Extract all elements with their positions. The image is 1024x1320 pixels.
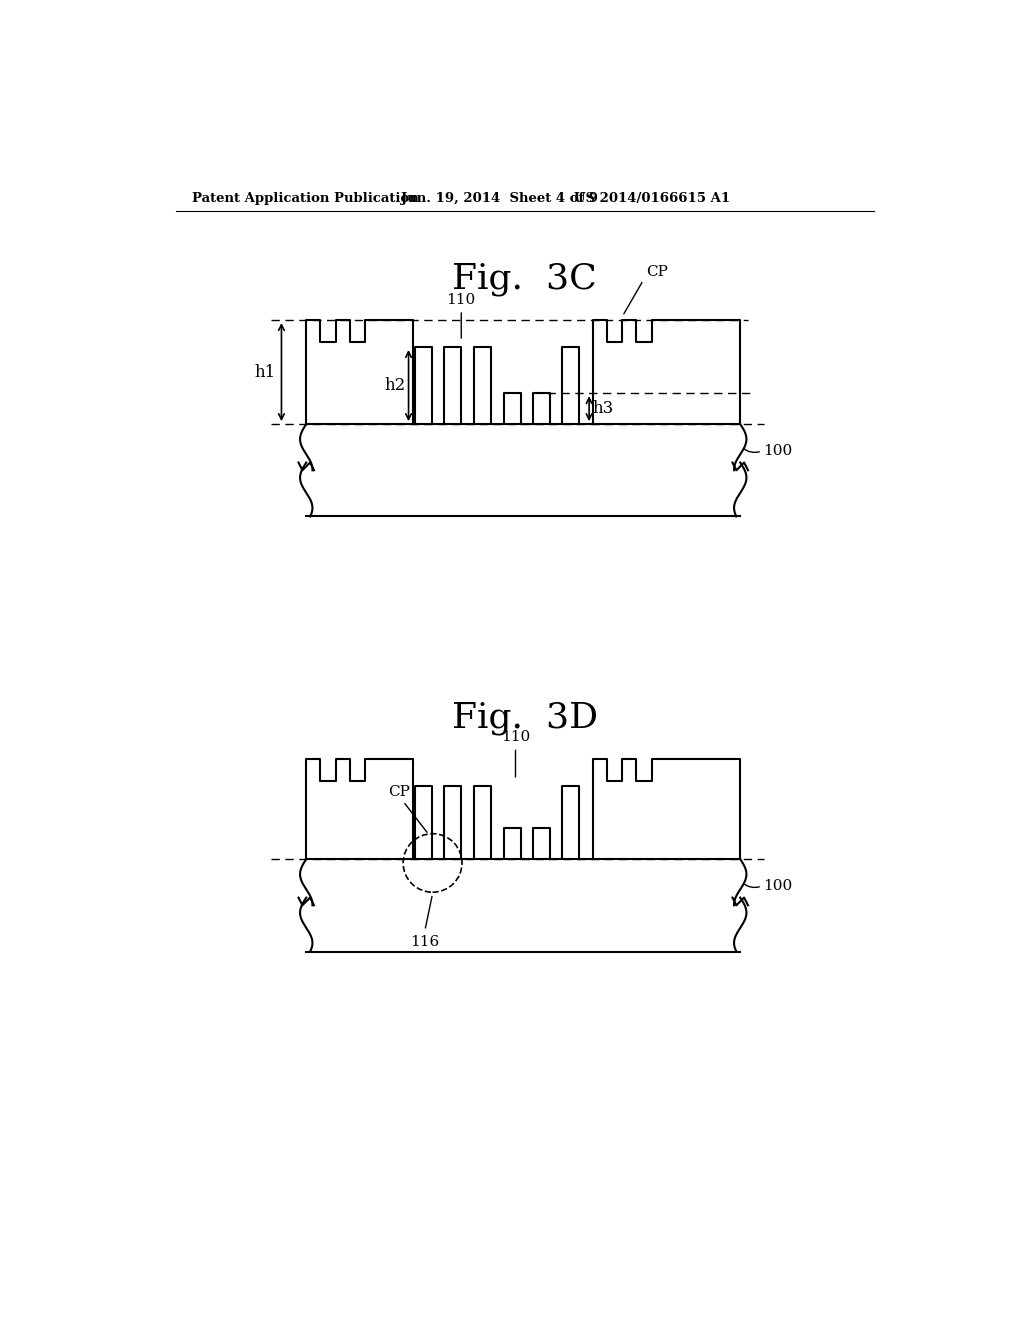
Text: 116: 116 — [411, 935, 439, 949]
Text: CP: CP — [388, 785, 411, 799]
Text: h1: h1 — [254, 363, 275, 380]
Text: 110: 110 — [501, 730, 530, 744]
Text: 100: 100 — [764, 879, 793, 894]
Text: 110: 110 — [446, 293, 476, 308]
Text: US 2014/0166615 A1: US 2014/0166615 A1 — [573, 191, 730, 205]
Text: Fig.  3D: Fig. 3D — [452, 701, 598, 735]
Text: Fig.  3C: Fig. 3C — [453, 263, 597, 297]
Text: Patent Application Publication: Patent Application Publication — [191, 191, 418, 205]
Text: Jun. 19, 2014  Sheet 4 of 9: Jun. 19, 2014 Sheet 4 of 9 — [400, 191, 598, 205]
Text: h2: h2 — [384, 378, 406, 395]
Text: h3: h3 — [592, 400, 613, 417]
Text: CP: CP — [646, 264, 668, 279]
Text: 100: 100 — [764, 444, 793, 458]
